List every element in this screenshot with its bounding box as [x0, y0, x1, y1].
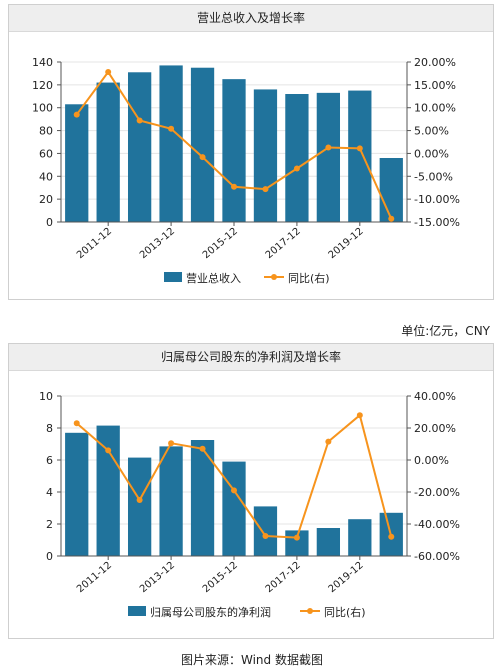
bar [159, 65, 183, 222]
right-axis-tick-label: 40.00% [414, 390, 456, 403]
source-caption: 图片来源：Wind 数据截图 [181, 653, 323, 667]
bar [316, 528, 341, 556]
bar [65, 104, 89, 222]
left-axis-tick-label: 120 [32, 79, 53, 92]
right-axis-tick-label: -60.00% [414, 550, 460, 563]
right-axis-tick-label: -10.00% [414, 193, 460, 206]
legend-line-marker [271, 274, 277, 280]
left-axis-tick-label: 6 [46, 454, 53, 467]
left-axis-tick-label: 0 [46, 550, 53, 563]
left-axis-tick-label: 0 [46, 216, 53, 229]
x-axis-tick-label: 2013-12 [138, 560, 177, 595]
bar [253, 506, 278, 556]
legend-bar-label: 营业总收入 [186, 271, 241, 285]
legend-line-label: 同比(右) [324, 605, 366, 619]
growth-point [105, 69, 112, 76]
revenue-chart-panel: 营业总收入及增长率 0 20 40 60 80 100 120 140 -15.00% -10.0… [8, 4, 494, 300]
x-axis-tick-label: 2011-12 [75, 560, 114, 595]
growth-point [325, 144, 332, 151]
bar [379, 158, 403, 222]
x-axis-tick-label: 2015-12 [201, 560, 240, 595]
growth-point [293, 534, 300, 541]
revenue-chart-title: 营业总收入及增长率 [9, 5, 493, 32]
bar [253, 89, 278, 222]
right-axis-tick-label: -15.00% [414, 216, 460, 229]
net-profit-chart-title: 归属母公司股东的净利润及增长率 [9, 344, 493, 371]
bar [127, 457, 152, 556]
bar [190, 67, 215, 222]
left-axis-tick-label: 80 [39, 125, 53, 138]
bar [65, 432, 89, 556]
bar [348, 519, 372, 556]
growth-point [168, 125, 175, 132]
growth-point [293, 165, 300, 172]
x-axis-tick-label: 2019-12 [327, 560, 366, 595]
bar [285, 530, 309, 556]
net-profit-chart: 0 2 4 6 8 10 -60.00% -40.00% -20.00% 0.00% 20.00% 4… [39, 390, 460, 619]
bar [96, 425, 120, 556]
growth-point [168, 440, 175, 447]
left-axis-tick-label: 140 [32, 56, 53, 69]
growth-point [105, 447, 112, 454]
growth-point [231, 183, 237, 190]
x-axis-tick-label: 2015-12 [201, 226, 240, 261]
units-label: 单位:亿元，CNY [401, 324, 490, 338]
left-axis-tick-label: 100 [32, 102, 53, 115]
right-axis-tick-label: -20.00% [414, 486, 460, 499]
bar [159, 446, 183, 556]
growth-point [325, 438, 332, 445]
bar [348, 90, 372, 222]
right-axis-tick-label: 0.00% [414, 147, 449, 160]
right-axis-tick-label: 5.00% [414, 125, 449, 138]
bar [285, 94, 309, 222]
growth-point [231, 487, 237, 494]
legend-bar-swatch [164, 272, 182, 282]
growth-point [136, 497, 143, 503]
bar [316, 92, 341, 222]
right-axis-tick-label: 10.00% [414, 102, 456, 115]
legend-line-marker [307, 608, 313, 614]
growth-point [199, 445, 206, 452]
growth-point [73, 111, 80, 118]
left-axis-tick-label: 10 [39, 390, 53, 403]
legend-bar-swatch [128, 606, 146, 616]
x-axis-tick-label: 2013-12 [138, 226, 177, 261]
x-axis-tick-label: 2017-12 [264, 226, 303, 261]
left-axis-tick-label: 60 [39, 147, 53, 160]
growth-point [388, 533, 395, 540]
right-axis-tick-label: 20.00% [414, 422, 456, 435]
right-axis-tick-label: -5.00% [414, 170, 453, 183]
left-axis-tick-label: 4 [46, 486, 53, 499]
growth-point [356, 145, 363, 152]
bar [190, 440, 215, 556]
left-axis-tick-label: 8 [46, 422, 53, 435]
growth-point [262, 186, 269, 193]
x-axis-tick-label: 2017-12 [264, 560, 303, 595]
bar [222, 461, 246, 556]
growth-point [356, 412, 363, 419]
left-axis-tick-label: 2 [46, 518, 53, 531]
growth-point [388, 215, 395, 222]
growth-point [73, 420, 80, 427]
net-profit-chart-panel: 归属母公司股东的净利润及增长率 0 2 4 6 8 10 -60.00% -40.00% -20… [8, 343, 494, 639]
left-axis-tick-label: 40 [39, 170, 53, 183]
growth-point [199, 154, 206, 161]
growth-point [136, 117, 143, 124]
bar [222, 79, 246, 222]
x-axis-tick-label: 2011-12 [75, 226, 114, 261]
x-axis-tick-label: 2019-12 [327, 226, 366, 261]
right-axis-tick-label: 20.00% [414, 56, 456, 69]
bar [127, 72, 152, 223]
right-axis-tick-label: 15.00% [414, 79, 456, 92]
right-axis-tick-label: 0.00% [414, 454, 449, 467]
legend-line-label: 同比(右) [288, 271, 330, 285]
right-axis-tick-label: -40.00% [414, 518, 460, 531]
revenue-chart: 0 20 40 60 80 100 120 140 -15.00% -10.00% -5.00% 0.… [32, 56, 460, 285]
left-axis-tick-label: 20 [39, 193, 53, 206]
legend-bar-label: 归属母公司股东的净利润 [150, 605, 271, 619]
growth-point [262, 533, 269, 539]
bar [96, 82, 120, 222]
